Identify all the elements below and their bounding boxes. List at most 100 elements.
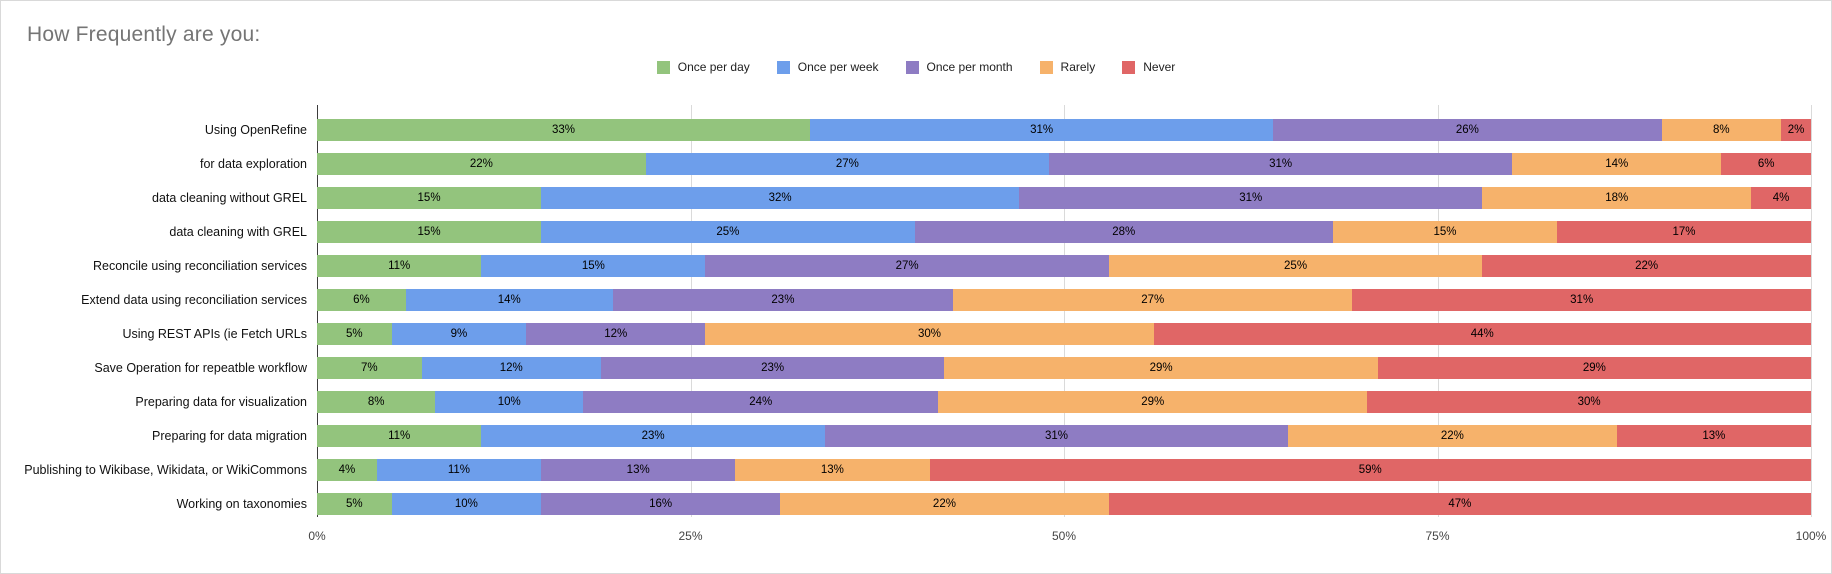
bar-segment-once-per-week[interactable]: 10% (435, 391, 584, 413)
bar-row: data cleaning without GREL 15% 32% 31% 18% 4% (152, 187, 1811, 209)
bar-segment-rarely[interactable]: 22% (1288, 425, 1617, 447)
bar-segment-once-per-month[interactable]: 13% (541, 459, 736, 481)
bar-value-label: 13% (1702, 430, 1726, 442)
bar-segment-rarely[interactable]: 25% (1108, 255, 1483, 277)
x-axis-tick: 25% (678, 529, 703, 543)
bar-segment-rarely[interactable]: 30% (705, 323, 1154, 345)
bar-segment-once-per-day[interactable]: 11% (317, 255, 482, 277)
bar-segment-rarely[interactable]: 22% (780, 493, 1109, 515)
bar-value-label: 44% (1470, 328, 1494, 340)
bar-segment-rarely[interactable]: 14% (1512, 153, 1722, 175)
bar-segment-once-per-week[interactable]: 14% (405, 289, 613, 311)
x-axis-tick: 0% (308, 529, 326, 543)
bar-segment-once-per-day[interactable]: 5% (317, 493, 392, 515)
bar-segment-once-per-month[interactable]: 12% (526, 323, 706, 345)
bar-segment-once-per-week[interactable]: 31% (810, 119, 1274, 141)
bar-segment-rarely[interactable]: 27% (953, 289, 1353, 311)
bar-segment-once-per-month[interactable]: 26% (1273, 119, 1662, 141)
bar-segment-once-per-month[interactable]: 16% (541, 493, 781, 515)
bar-segment-never[interactable]: 22% (1482, 255, 1811, 277)
bar-segment-never[interactable]: 31% (1352, 289, 1811, 311)
bar-segment-rarely[interactable]: 15% (1332, 221, 1557, 243)
bar-row: Preparing for data migration 11% 23% 31% 22%… (152, 425, 1811, 447)
bar-segment-rarely[interactable]: 13% (735, 459, 930, 481)
bar-segment-once-per-day[interactable]: 11% (317, 425, 482, 447)
bar-segment-once-per-week[interactable]: 11% (376, 459, 542, 481)
legend-swatch-icon (905, 60, 919, 74)
bar-segment-once-per-day[interactable]: 6% (317, 289, 406, 311)
bar-segment-once-per-month[interactable]: 24% (583, 391, 939, 413)
bar-value-label: 29% (1149, 362, 1173, 374)
bar-value-label: 13% (626, 464, 650, 476)
legend-item-never[interactable]: Never (1122, 60, 1175, 74)
bar-value-label: 32% (768, 192, 792, 204)
bar-segment-never[interactable]: 13% (1616, 425, 1811, 447)
bar-segment-once-per-day[interactable]: 5% (317, 323, 392, 345)
bar-segment-once-per-day[interactable]: 33% (317, 119, 811, 141)
bar-row: Publishing to Wikibase, Wikidata, or Wik… (24, 459, 1811, 481)
bar-segment-once-per-month[interactable]: 23% (600, 357, 945, 379)
bar-value-label: 10% (454, 498, 478, 510)
bar-value-label: 30% (1577, 396, 1601, 408)
bar-segment-once-per-month[interactable]: 28% (914, 221, 1333, 243)
bar-value-label: 29% (1141, 396, 1165, 408)
bar-segment-once-per-month[interactable]: 27% (705, 255, 1109, 277)
bar-segment-once-per-week[interactable]: 15% (481, 255, 706, 277)
bar-value-label: 23% (771, 294, 795, 306)
legend-item-once-per-day[interactable]: Once per day (656, 60, 750, 74)
bar-segment-once-per-week[interactable]: 27% (645, 153, 1050, 175)
bar-segment-once-per-day[interactable]: 22% (317, 153, 646, 175)
bar-value-label: 22% (932, 498, 956, 510)
legend-swatch-icon (776, 60, 790, 74)
legend-label: Never (1143, 60, 1176, 74)
legend-item-rarely[interactable]: Rarely (1039, 60, 1096, 74)
bar-value-label: 26% (1455, 124, 1479, 136)
bar-segment-once-per-month[interactable]: 31% (824, 425, 1289, 447)
bar-segment-once-per-week[interactable]: 32% (541, 187, 1020, 209)
bar-segment-once-per-month[interactable]: 31% (1049, 153, 1513, 175)
bar-segment-never[interactable]: 6% (1721, 153, 1811, 175)
category-label: Save Operation for repeatble workflow (94, 361, 307, 375)
bar-segment-once-per-day[interactable]: 4% (317, 459, 377, 481)
bar-segment-rarely[interactable]: 29% (944, 357, 1378, 379)
bar-value-label: 11% (388, 260, 411, 272)
bar-value-label: 31% (1239, 192, 1263, 204)
legend-item-once-per-month[interactable]: Once per month (905, 60, 1013, 74)
legend-label: Rarely (1060, 60, 1096, 74)
bar-segment-once-per-week[interactable]: 23% (481, 425, 825, 447)
bar-segment-once-per-day[interactable]: 7% (317, 357, 422, 379)
bar-row: Save Operation for repeatble workflow 7% 1… (94, 357, 1811, 379)
bar-segment-never[interactable]: 4% (1751, 187, 1811, 209)
bar-segment-never[interactable]: 47% (1108, 493, 1811, 515)
legend-item-once-per-week[interactable]: Once per week (776, 60, 879, 74)
bar-segment-once-per-month[interactable]: 23% (612, 289, 954, 311)
bar-segment-once-per-week[interactable]: 12% (421, 357, 601, 379)
bar-value-label: 14% (497, 294, 521, 306)
bar-segment-rarely[interactable]: 8% (1661, 119, 1782, 141)
bar-segment-rarely[interactable]: 18% (1482, 187, 1752, 209)
bar-segment-never[interactable]: 2% (1781, 119, 1811, 141)
bar-segment-never[interactable]: 17% (1557, 221, 1811, 243)
bar-segment-never[interactable]: 59% (929, 459, 1811, 481)
bar-value-label: 12% (499, 362, 523, 374)
bar-row: Using REST APIs (ie Fetch URLs 5% 9% 12% 30%… (122, 323, 1811, 345)
bar-segment-once-per-day[interactable]: 15% (317, 221, 542, 243)
bar-segment-once-per-month[interactable]: 31% (1019, 187, 1483, 209)
bar-segment-never[interactable]: 44% (1153, 323, 1811, 345)
bar-segment-once-per-day[interactable]: 15% (317, 187, 542, 209)
bar-segment-never[interactable]: 29% (1377, 357, 1811, 379)
bar-segment-once-per-day[interactable]: 8% (317, 391, 436, 413)
bar-value-label: 13% (820, 464, 844, 476)
bar-segment-never[interactable]: 30% (1367, 391, 1811, 413)
bar-segment-once-per-week[interactable]: 10% (391, 493, 542, 515)
bar-row: Reconcile using reconciliation services 1… (93, 255, 1811, 277)
legend-label: Once per month (926, 60, 1013, 74)
x-axis-tick: 75% (1425, 529, 1450, 543)
bar-segment-once-per-week[interactable]: 9% (391, 323, 527, 345)
bar-value-label: 9% (450, 328, 468, 340)
bar-segment-rarely[interactable]: 29% (938, 391, 1368, 413)
bar-value-label: 17% (1672, 226, 1696, 238)
bar-value-label: 47% (1448, 498, 1472, 510)
chart-title: How Frequently are you: (27, 23, 261, 46)
bar-segment-once-per-week[interactable]: 25% (541, 221, 915, 243)
